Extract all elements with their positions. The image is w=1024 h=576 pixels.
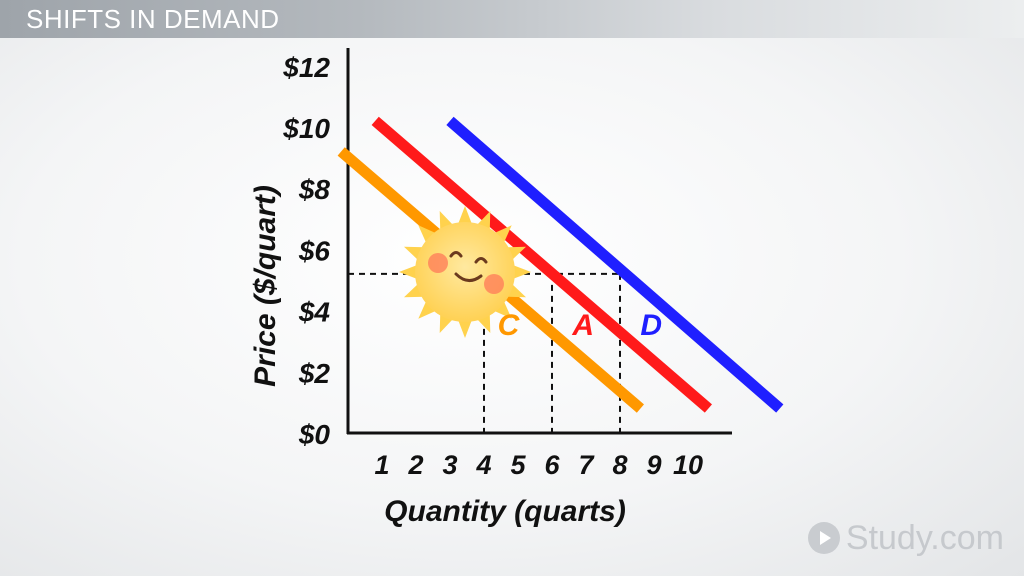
sun-ray bbox=[418, 225, 438, 245]
x-tick-label: 8 bbox=[612, 450, 627, 480]
sun-ray bbox=[457, 206, 473, 226]
sun-ray bbox=[418, 299, 438, 319]
x-tick-label: 1 bbox=[374, 450, 389, 480]
demand-curve-a bbox=[371, 116, 712, 413]
series-label-d: D bbox=[640, 309, 662, 342]
y-tick-label: $0 bbox=[298, 419, 331, 450]
x-tick-label: 4 bbox=[475, 450, 491, 480]
x-tick-label: 2 bbox=[407, 450, 423, 480]
series-label-a: A bbox=[571, 309, 594, 342]
x-tick-label: 5 bbox=[510, 450, 526, 480]
x-tick-label: 9 bbox=[646, 450, 661, 480]
y-tick-label: $4 bbox=[298, 297, 331, 328]
y-tick-label: $8 bbox=[298, 174, 331, 205]
x-tick-label: 3 bbox=[442, 450, 457, 480]
study-logo: Study.com bbox=[807, 518, 1004, 558]
y-tick-label: $10 bbox=[282, 113, 330, 144]
logo-text: Study.com bbox=[845, 518, 1004, 557]
sun-ray bbox=[399, 264, 419, 280]
x-tick-label: 6 bbox=[544, 450, 560, 480]
x-tick-label: 10 bbox=[673, 450, 703, 480]
play-circle-icon bbox=[807, 522, 840, 554]
y-tick-label: $2 bbox=[298, 358, 331, 389]
sun-ray bbox=[492, 225, 512, 245]
y-axis-label: Price ($/quart) bbox=[249, 185, 282, 387]
title-bar: SHIFTS IN DEMAND bbox=[0, 0, 1024, 38]
x-axis-label: Quantity (quarts) bbox=[384, 495, 626, 528]
page-title: SHIFTS IN DEMAND bbox=[26, 4, 280, 34]
smiling-sun-icon bbox=[399, 206, 531, 338]
y-tick-label: $6 bbox=[298, 235, 331, 266]
sun-ray bbox=[492, 299, 512, 319]
x-tick-label: 7 bbox=[578, 450, 595, 480]
sun-ray bbox=[511, 264, 531, 280]
series-label-c: C bbox=[498, 309, 521, 342]
sun-ray bbox=[457, 318, 473, 338]
demand-curve-d bbox=[446, 116, 784, 413]
y-tick-label: $12 bbox=[282, 52, 330, 83]
